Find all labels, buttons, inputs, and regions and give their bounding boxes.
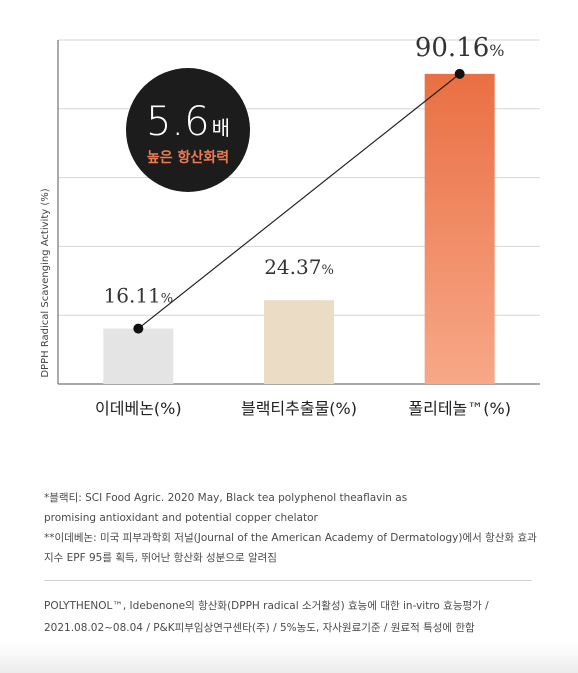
category-label: 폴리테놀™(%) — [408, 399, 511, 418]
value-label: 90.16% — [415, 33, 505, 63]
ratio-value: 5.6 — [146, 99, 210, 145]
category-label: 이데베논(%) — [95, 399, 182, 418]
bar — [424, 73, 495, 384]
source-line: POLYTHENOL™, Idebenone의 항산화(DPPH radical… — [44, 600, 489, 612]
footnote-line: *블랙티: SCI Food Agric. 2020 May, Black te… — [44, 492, 408, 504]
ratio-annotation: 5.6 배 높은 항산화력 — [126, 68, 250, 192]
footnote-line: promising antioxidant and potential copp… — [44, 512, 318, 524]
y-axis-label: DPPH Radical Scavenging Activity (%) — [40, 188, 51, 377]
ratio-badge — [126, 68, 250, 192]
bars — [103, 73, 495, 384]
value-label: 16.11% — [104, 284, 174, 308]
ratio-unit: 배 — [212, 116, 230, 140]
bar-chart: 16.11% 24.37% 90.16% 이데베논(%) 블랙티추출물(%) 폴리테놀™… — [40, 33, 540, 418]
bar — [103, 328, 174, 384]
footnote-line: **이데베논: 미국 피부과학회 저널(Journal of the Ameri… — [44, 532, 537, 544]
svg-text:5.6배: 5.6 배 — [146, 99, 230, 145]
source-line: 2021.08.02~08.04 / P&K피부임상연구센타(주) / 5%농도… — [44, 622, 475, 634]
source-note: POLYTHENOL™, Idebenone의 항산화(DPPH radical… — [44, 595, 534, 639]
footnotes: *블랙티: SCI Food Agric. 2020 May, Black te… — [44, 488, 537, 568]
category-labels: 이데베논(%) 블랙티추출물(%) 폴리테놀™(%) — [95, 399, 511, 418]
trend-line-group — [133, 68, 465, 334]
value-label: 24.37% — [264, 255, 334, 279]
footnote-line: 지수 EPF 95를 획득, 뛰어난 항산화 성분으로 알려짐 — [44, 552, 277, 564]
value-labels: 16.11% 24.37% 90.16% — [104, 33, 505, 308]
bar — [264, 300, 334, 384]
category-label: 블랙티추출물(%) — [241, 399, 357, 418]
trend-point — [454, 68, 465, 79]
bottom-fade — [0, 643, 578, 673]
trend-point — [133, 323, 144, 334]
trend-line — [137, 73, 461, 330]
ratio-caption: 높은 항산화력 — [147, 149, 229, 166]
divider — [44, 580, 532, 581]
